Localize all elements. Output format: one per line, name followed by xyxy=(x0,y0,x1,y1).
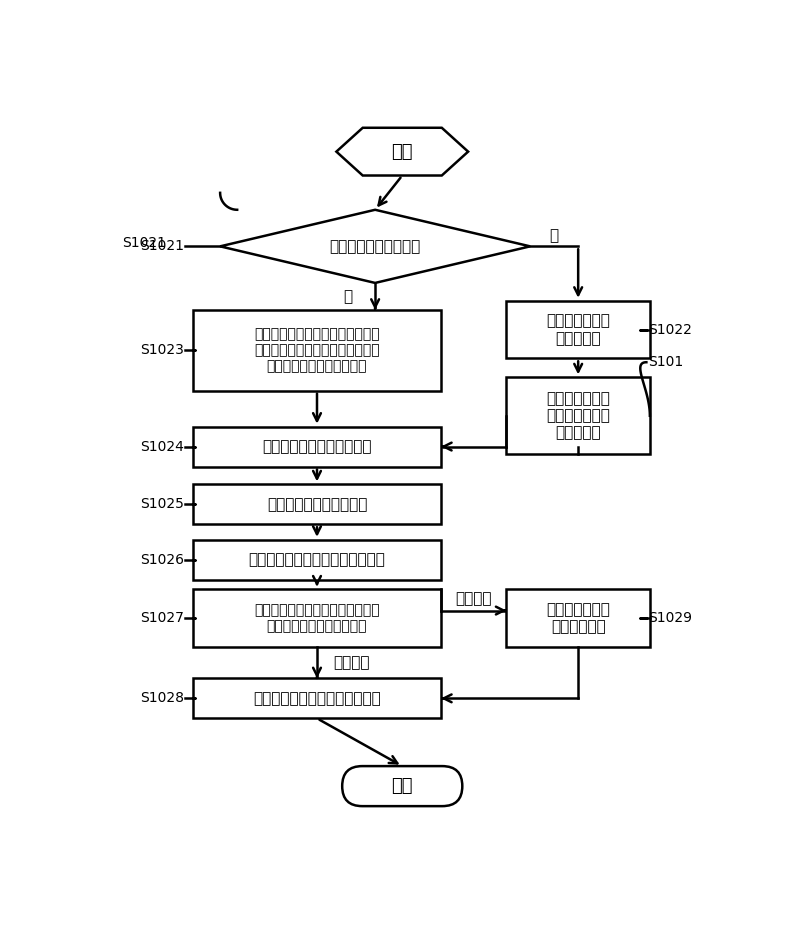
Bar xyxy=(506,378,650,454)
Text: 结束: 结束 xyxy=(391,777,413,795)
Text: S101: S101 xyxy=(648,355,683,369)
Text: S1021: S1021 xyxy=(140,239,184,253)
Bar xyxy=(193,485,441,525)
Bar xyxy=(506,590,650,647)
Bar xyxy=(506,300,650,358)
Text: S1022: S1022 xyxy=(648,323,692,337)
Bar xyxy=(193,590,441,647)
Text: 计算位元转换后的心电数据的测度: 计算位元转换后的心电数据的测度 xyxy=(249,552,386,567)
Text: 分析心电数据是否异常: 分析心电数据是否异常 xyxy=(330,239,421,254)
Text: 匹配成功: 匹配成功 xyxy=(334,656,370,671)
Text: S1028: S1028 xyxy=(140,691,184,705)
Bar xyxy=(193,678,441,718)
Bar xyxy=(193,310,441,391)
Text: S1026: S1026 xyxy=(140,552,184,566)
Text: 根据心电数据的测度获取心电数据
与预设心电数据的匹配结果: 根据心电数据的测度获取心电数据 与预设心电数据的匹配结果 xyxy=(254,604,380,633)
Text: S1027: S1027 xyxy=(140,611,184,625)
Text: 服务端向客户端
提示匹配失败: 服务端向客户端 提示匹配失败 xyxy=(546,602,610,634)
Text: S1021: S1021 xyxy=(122,235,166,249)
Text: 客户端采集用户
的心电数据，发
送至服务端: 客户端采集用户 的心电数据，发 送至服务端 xyxy=(546,391,610,441)
Text: 移除心电数据中的基线漂移: 移除心电数据中的基线漂移 xyxy=(262,439,372,454)
Text: S1025: S1025 xyxy=(140,498,184,512)
Text: 是: 是 xyxy=(549,228,558,243)
Text: 匹配失败: 匹配失败 xyxy=(455,591,492,605)
Text: 对心电数据进行位元转换: 对心电数据进行位元转换 xyxy=(267,497,367,512)
Text: S1029: S1029 xyxy=(648,611,692,625)
Text: S1023: S1023 xyxy=(140,343,184,357)
Bar xyxy=(193,427,441,467)
Bar xyxy=(193,539,441,579)
Text: 否: 否 xyxy=(343,289,353,304)
Polygon shape xyxy=(336,127,468,176)
Text: 通过快速傅立叶变换对心电数据进
行去噪处理；并通过滤波去除心电
数据中电子仪器的干扰信号: 通过快速傅立叶变换对心电数据进 行去噪处理；并通过滤波去除心电 数据中电子仪器的… xyxy=(254,327,380,374)
Text: 向客户端发送用
户提示信息: 向客户端发送用 户提示信息 xyxy=(546,313,610,346)
FancyBboxPatch shape xyxy=(342,766,462,806)
Polygon shape xyxy=(220,210,530,283)
Text: S1024: S1024 xyxy=(140,440,184,454)
Text: 开始: 开始 xyxy=(391,142,413,161)
Text: 服务端指示门控系统开启门禁锁: 服务端指示门控系统开启门禁锁 xyxy=(253,691,381,706)
